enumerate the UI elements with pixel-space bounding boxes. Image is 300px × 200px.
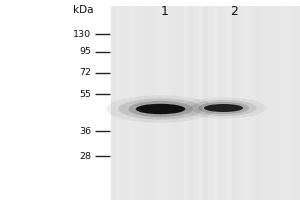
Ellipse shape: [106, 95, 215, 123]
Bar: [154, 6, 159, 200]
Bar: [111, 6, 300, 200]
Bar: [125, 6, 130, 200]
Bar: [213, 6, 218, 200]
Bar: [135, 6, 140, 200]
Bar: [223, 6, 227, 200]
Bar: [227, 6, 232, 200]
Bar: [145, 6, 150, 200]
Text: 72: 72: [80, 68, 92, 77]
Ellipse shape: [204, 104, 243, 112]
Bar: [247, 6, 251, 200]
Text: 55: 55: [80, 90, 92, 99]
Text: 2: 2: [230, 5, 238, 18]
Text: 95: 95: [80, 47, 92, 56]
Bar: [290, 6, 295, 200]
Bar: [232, 6, 237, 200]
Bar: [276, 6, 280, 200]
Bar: [286, 6, 290, 200]
Bar: [261, 6, 266, 200]
Text: 36: 36: [80, 127, 92, 136]
Bar: [194, 6, 198, 200]
Bar: [208, 6, 213, 200]
Bar: [237, 6, 242, 200]
Bar: [184, 6, 188, 200]
Bar: [116, 6, 121, 200]
Bar: [150, 6, 154, 200]
Bar: [160, 6, 164, 200]
Bar: [256, 6, 261, 200]
Bar: [179, 6, 184, 200]
Ellipse shape: [198, 102, 249, 114]
Ellipse shape: [181, 97, 266, 119]
Bar: [266, 6, 271, 200]
Ellipse shape: [128, 101, 193, 117]
Bar: [169, 6, 174, 200]
Bar: [271, 6, 276, 200]
Bar: [140, 6, 145, 200]
Bar: [295, 6, 300, 200]
Bar: [218, 6, 222, 200]
Bar: [174, 6, 179, 200]
Ellipse shape: [136, 104, 185, 114]
Bar: [280, 6, 285, 200]
Bar: [188, 6, 193, 200]
Bar: [130, 6, 135, 200]
Bar: [121, 6, 125, 200]
Bar: [203, 6, 208, 200]
Bar: [242, 6, 247, 200]
Ellipse shape: [118, 98, 202, 120]
Bar: [164, 6, 169, 200]
Bar: [251, 6, 256, 200]
Bar: [111, 6, 116, 200]
Ellipse shape: [190, 100, 256, 116]
Text: 130: 130: [74, 30, 92, 39]
Bar: [198, 6, 203, 200]
Text: 1: 1: [161, 5, 169, 18]
Text: kDa: kDa: [73, 5, 93, 15]
Text: 28: 28: [80, 152, 92, 161]
